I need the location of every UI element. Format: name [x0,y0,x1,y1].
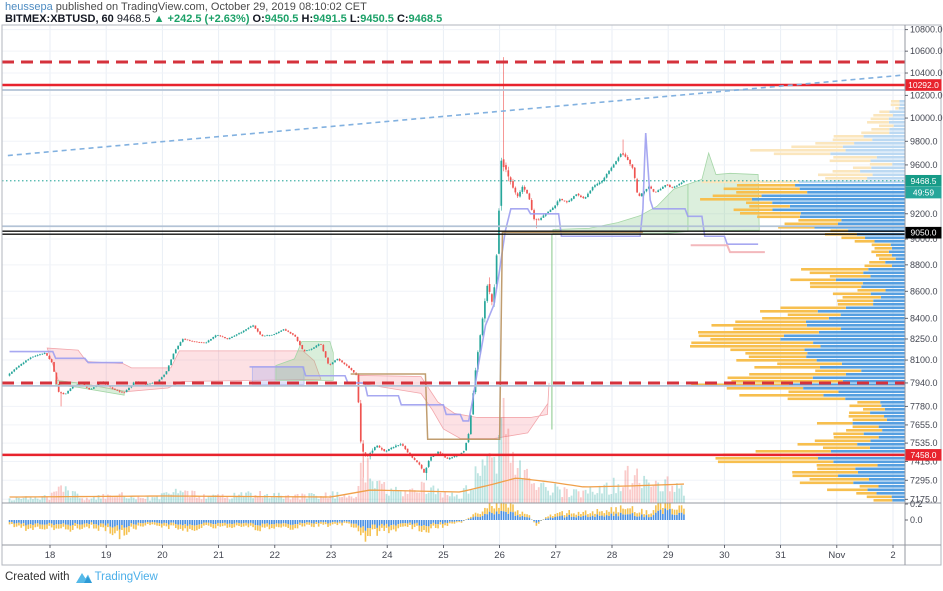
volume-profile-layer [690,100,905,502]
price-change: +242.5 (+2.63%) [167,13,250,25]
low-label: L: [349,13,361,25]
price-tick-label: 9200.0 [910,209,938,219]
time-tick-label: 2 [890,550,895,561]
symbol-name: BITMEX:XBTUSD, 60 [5,13,114,25]
price-tick-label: 7535.0 [910,438,938,448]
price-tick-label: 10200.0 [910,90,943,100]
price-tick-label: 10000.0 [910,113,943,123]
publisher-link[interactable]: heussepa [5,1,53,13]
svg-text:9050.0: 9050.0 [911,228,937,238]
time-tick-label: 18 [45,550,56,561]
publish-info: published on TradingView.com, October 29… [52,1,367,13]
delta-sub-panel[interactable] [8,497,685,542]
grid-layer [2,25,905,545]
price-tick-label: 10400.0 [910,68,943,78]
time-tick-label: 24 [382,550,393,561]
change-arrow-icon: ▲ [153,13,165,25]
main-pane[interactable] [2,57,905,503]
publish-line: heussepa published on TradingView.com, O… [5,1,935,13]
price-tick-label: 9800.0 [910,136,938,146]
time-tick-label: 29 [663,550,674,561]
overlay-line-baseline-left [9,350,124,364]
time-tick-label: 30 [719,550,730,561]
price-tick-label: 9000.0 [910,234,938,244]
price-tick-label: 10600.0 [910,46,943,56]
high-value: 9491.5 [313,13,347,25]
time-tick-label: 23 [326,550,337,561]
time-tick-label: 31 [775,550,786,561]
tradingview-brand-label: TradingView [94,570,158,583]
high-label: H: [301,13,314,25]
chart-container[interactable]: 10800.0 10600.0 10400.0 10200.0 10000.0 9800.… [0,0,943,571]
price-tick-label: 7780.0 [910,401,938,411]
price-badge-74580: 7458.0 [905,449,942,461]
trendline[interactable] [7,74,905,157]
time-tick-label: 27 [551,550,562,561]
borders-layer [1,24,942,566]
tradingview-link[interactable]: TradingView [70,570,158,583]
time-tick-label: 20 [157,550,168,561]
sub-tick-label: 0.2 [910,499,923,509]
price-tick-label: 8400.0 [910,313,938,323]
header-bar: heussepa published on TradingView.com, O… [5,1,935,25]
svg-text:7458.0: 7458.0 [911,450,937,460]
bar-countdown-badge: 49:59 [905,186,942,199]
candles-layer [8,57,685,481]
open-value: 9450.5 [264,13,299,25]
price-tick-label: 7295.0 [910,475,938,485]
svg-text:9468.5: 9468.5 [911,176,937,186]
price-tick-label: 7655.0 [910,420,938,430]
close-value: 9468.5 [408,13,443,25]
price-tick-label: 7415.0 [910,457,938,467]
price-tick-label: 8100.0 [910,355,938,365]
footer: Created with TradingView [5,570,158,583]
price-tick-label: 8600.0 [910,286,938,296]
levels-layer [2,60,905,457]
last-price-badge: 9468.5 [905,174,942,187]
price-tick-label: 8250.0 [910,334,938,344]
volume-histogram-layer [8,397,685,503]
time-tick-label: 25 [438,550,449,561]
price-tick-label: 8800.0 [910,260,938,270]
price-chart-svg[interactable]: 10800.0 10600.0 10400.0 10200.0 10000.0 9800.… [0,0,943,566]
sub-tick-label: 0.0 [910,515,923,525]
time-tick-label: 21 [213,550,224,561]
price-badge-90500: 9050.0 [905,226,942,239]
price-tick-label: 10800.0 [910,25,943,35]
time-tick-label: 26 [494,550,505,561]
time-tick-label: 19 [101,550,112,561]
ichimoku-cloud-layer [46,151,760,439]
symbol-line: BITMEX:XBTUSD, 60 9468.5 ▲ +242.5 (+2.63… [5,13,935,25]
volume-ma-line [9,477,684,498]
price-tick-label: 9600.0 [910,160,938,170]
open-label: O: [252,13,265,25]
last-price: 9468.5 [116,13,151,25]
price-axis[interactable]: 10800.0 10600.0 10400.0 10200.0 10000.0 9800.… [905,25,943,525]
overlay-line-future-senkou-b [690,244,765,254]
time-tick-label: Nov [828,550,845,561]
time-tick-label: 28 [607,550,618,561]
close-label: C: [396,13,409,25]
price-tick-label: 7175.0 [910,494,938,504]
time-tick-label: 22 [270,550,281,561]
price-badge-102920: 10292.0 [905,79,942,91]
svg-text:10292.0: 10292.0 [908,80,939,90]
svg-text:49:59: 49:59 [913,188,935,198]
created-with-label: Created with [5,570,70,583]
overlay-line-kijun-tan [350,231,643,441]
tradingview-logo-icon [75,573,92,583]
time-axis[interactable]: 18 19 20 21 22 23 24 25 26 27 28 29 30 31 Nov 2 [45,545,896,561]
low-value: 9450.5 [360,13,394,25]
price-tick-label: 7940.0 [910,378,938,388]
